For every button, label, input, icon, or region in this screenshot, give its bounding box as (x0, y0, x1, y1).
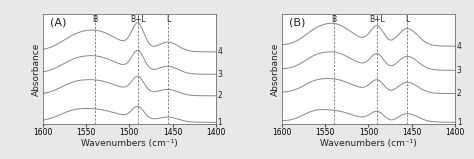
X-axis label: Wavenumbers (cm⁻¹): Wavenumbers (cm⁻¹) (320, 139, 417, 148)
Text: B+L: B+L (130, 15, 146, 24)
X-axis label: Wavenumbers (cm⁻¹): Wavenumbers (cm⁻¹) (81, 139, 178, 148)
Text: B: B (331, 15, 337, 24)
Text: B: B (92, 15, 97, 24)
Text: 1: 1 (457, 118, 462, 127)
Text: 2: 2 (457, 89, 462, 98)
Text: L: L (166, 15, 171, 24)
Text: B+L: B+L (369, 15, 385, 24)
Text: 1: 1 (218, 118, 222, 127)
Text: 3: 3 (218, 70, 222, 79)
Text: L: L (405, 15, 410, 24)
Y-axis label: Absorbance: Absorbance (32, 42, 41, 96)
Text: 3: 3 (457, 66, 462, 75)
Text: 4: 4 (457, 42, 462, 51)
Text: (B): (B) (289, 18, 305, 28)
Text: 2: 2 (218, 91, 222, 100)
Text: (A): (A) (50, 18, 66, 28)
Text: 4: 4 (218, 47, 222, 56)
Y-axis label: Absorbance: Absorbance (272, 42, 281, 96)
